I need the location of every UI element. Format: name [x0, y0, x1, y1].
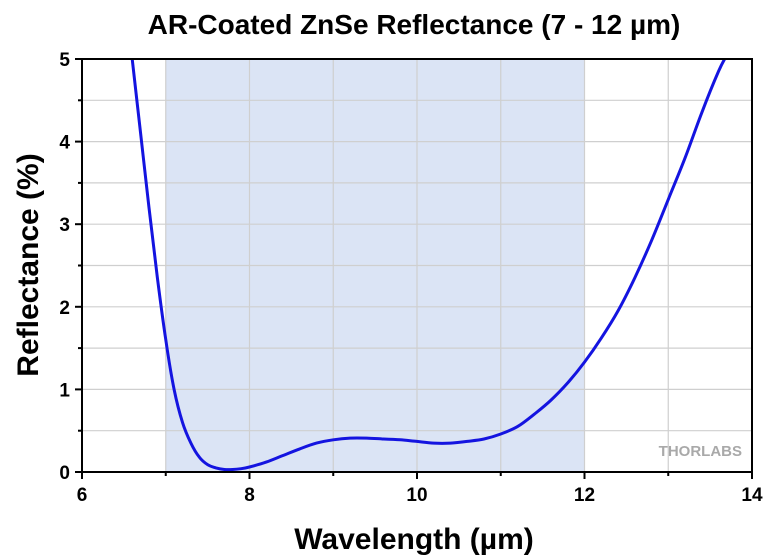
- thorlabs-logo-watermark: THORLABS: [659, 443, 742, 460]
- reflectance-curve: [130, 59, 727, 472]
- y-tick-label: 0: [59, 463, 70, 484]
- y-tick-label: 1: [59, 380, 70, 401]
- x-tick-label: 6: [77, 485, 88, 506]
- x-axis-label: Wavelength (µm): [294, 523, 534, 556]
- chart-title: AR-Coated ZnSe Reflectance (7 - 12 µm): [148, 9, 681, 40]
- x-tick-label: 14: [741, 485, 763, 506]
- y-tick-label: 5: [59, 50, 70, 71]
- x-tick-label: 12: [574, 485, 595, 506]
- y-axis-label: Reflectance (%): [12, 153, 45, 376]
- x-tick-label: 8: [244, 485, 255, 506]
- x-tick-label: 10: [406, 485, 427, 506]
- y-tick-label: 3: [59, 215, 70, 236]
- y-tick-label: 2: [59, 298, 70, 319]
- y-tick-label: 4: [59, 133, 70, 154]
